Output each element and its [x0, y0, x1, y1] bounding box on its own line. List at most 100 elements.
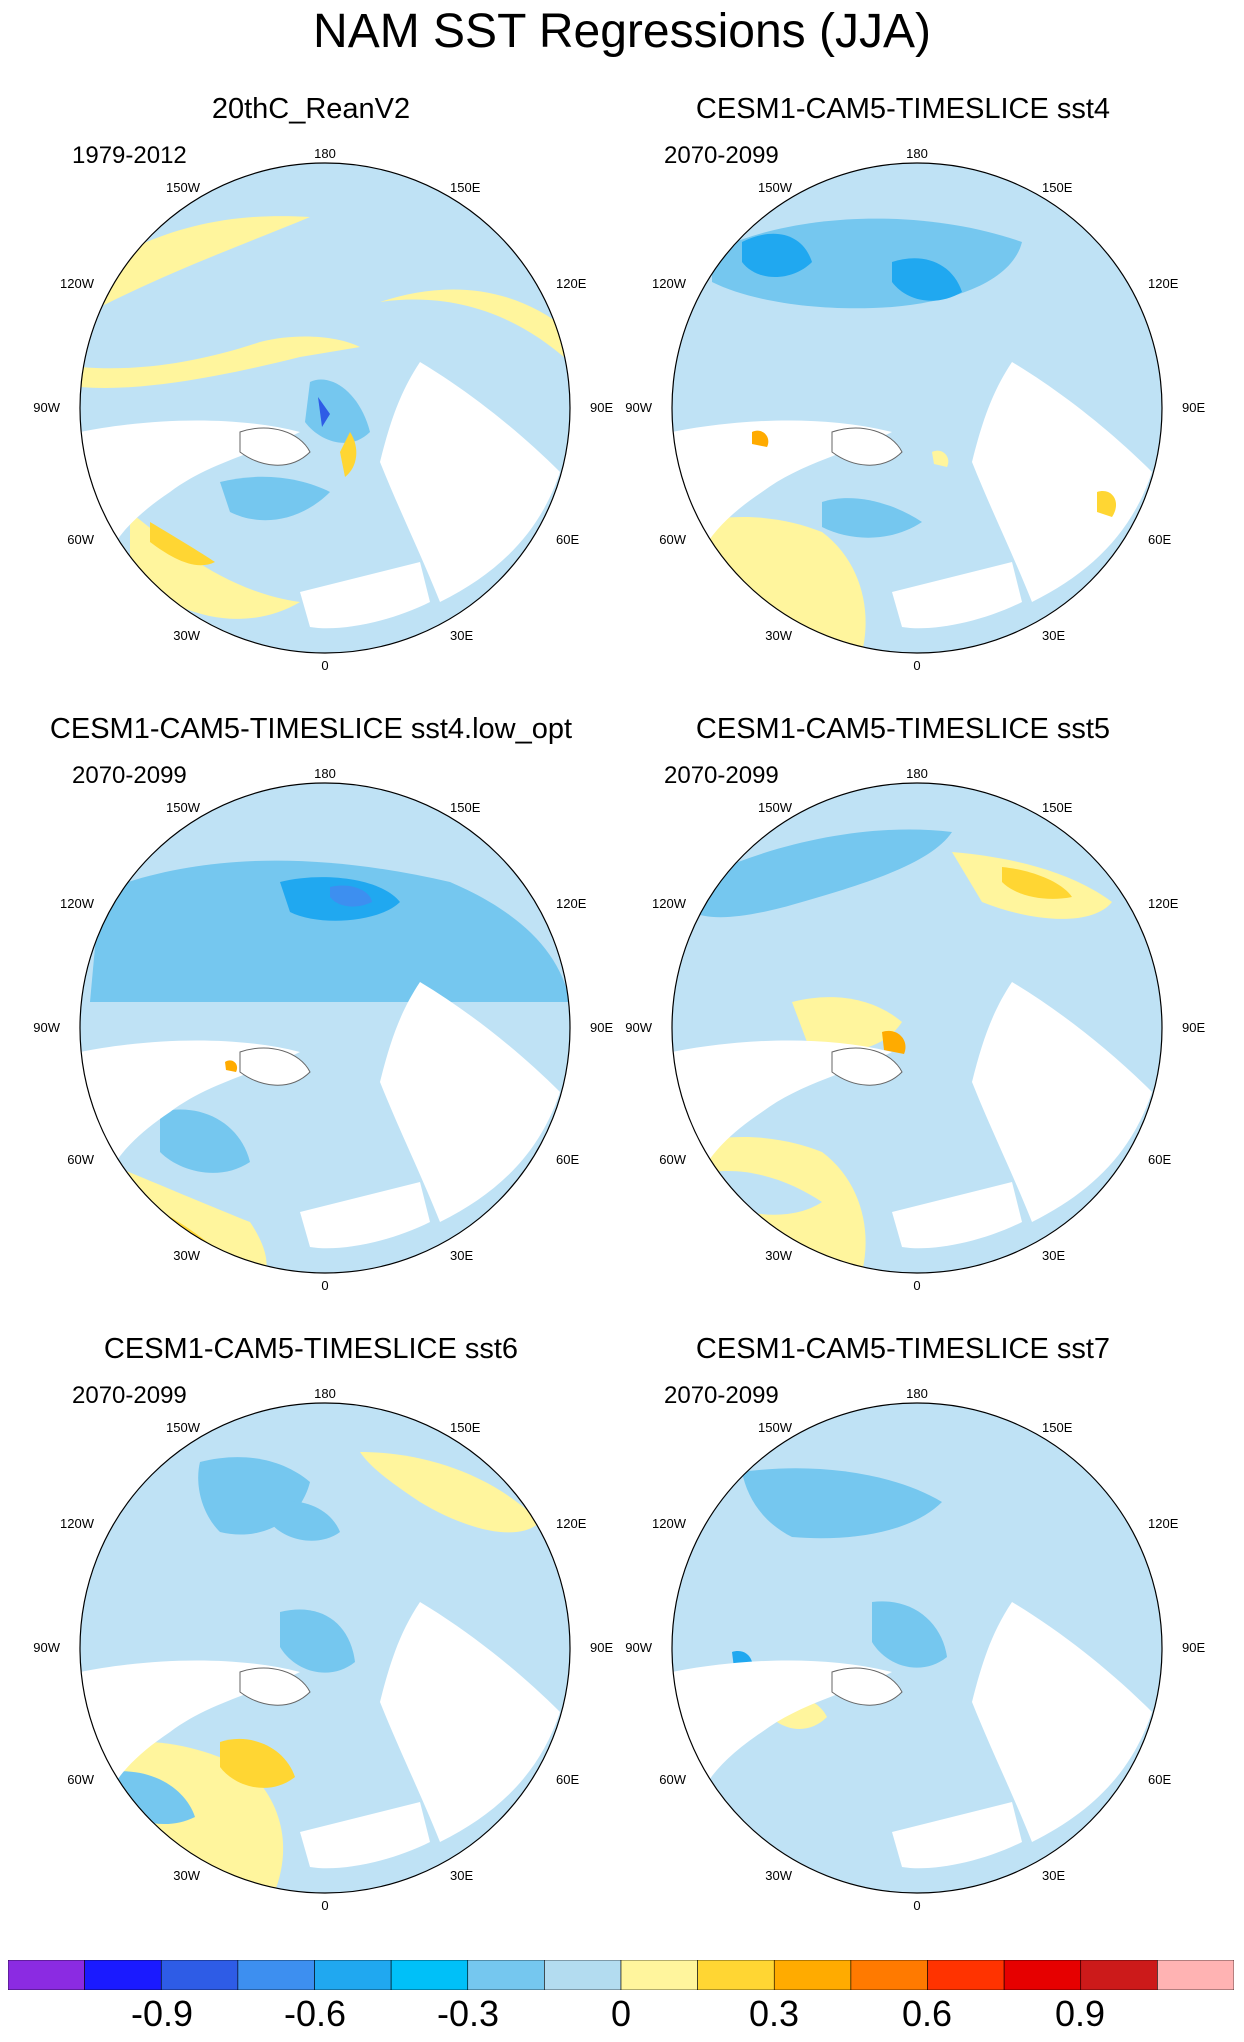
longitude-label: 150E: [450, 180, 481, 195]
longitude-label: 60W: [67, 532, 94, 547]
map-panel-sst4: CESM1-CAM5-TIMESLICE sst4 2070-2099 180 …: [592, 92, 1214, 712]
longitude-label: 90E: [590, 1640, 613, 1655]
longitude-label: 60W: [67, 1772, 94, 1787]
colorbar-swatch: [927, 1960, 1005, 1990]
colorbar-swatch: [544, 1960, 622, 1990]
map-panel-sst5: CESM1-CAM5-TIMESLICE sst5 2070-2099 180 …: [592, 712, 1214, 1332]
panel-title: CESM1-CAM5-TIMESLICE sst6: [103, 1333, 519, 1365]
longitude-label: 90E: [1182, 1640, 1205, 1655]
longitude-label: 180: [906, 766, 928, 781]
longitude-label: 30W: [173, 1868, 200, 1883]
colorbar-swatch: [1157, 1960, 1234, 1990]
polar-map: 180 150E 120E 90E 60E 30E 0 30W 60W 90W …: [625, 1386, 1205, 1913]
longitude-label: 0: [321, 1278, 328, 1293]
longitude-label: 150W: [166, 180, 201, 195]
longitude-label: 150W: [758, 800, 793, 815]
colorbar-swatch: [314, 1960, 392, 1990]
longitude-label: 30E: [1042, 1248, 1065, 1263]
longitude-label: 150E: [1042, 1420, 1073, 1435]
longitude-label: 30E: [1042, 1868, 1065, 1883]
longitude-label: 0: [913, 1898, 920, 1913]
longitude-label: 60E: [1148, 532, 1171, 547]
colorbar-swatch: [620, 1960, 698, 1990]
longitude-label: 180: [314, 146, 336, 161]
longitude-label: 0: [321, 658, 328, 673]
longitude-label: 120E: [556, 896, 587, 911]
colorbar-swatch: [237, 1960, 315, 1990]
panel-period: 2070-2099: [664, 142, 779, 169]
longitude-label: 0: [913, 1278, 920, 1293]
polar-map: 180 150E 120E 90E 60E 30E 0 30W 60W 90W …: [625, 766, 1205, 1293]
longitude-label: 180: [906, 1386, 928, 1401]
longitude-label: 90E: [1182, 1020, 1205, 1035]
map-panel-sst4-low-opt: CESM1-CAM5-TIMESLICE sst4.low_opt 2070-2…: [0, 712, 622, 1332]
colorbar-label: -0.6: [283, 1993, 347, 2034]
longitude-label: 90E: [590, 1020, 613, 1035]
longitude-label: 180: [314, 766, 336, 781]
panel-title: CESM1-CAM5-TIMESLICE sst4.low_opt: [49, 713, 573, 745]
panel-title: CESM1-CAM5-TIMESLICE sst4: [695, 93, 1111, 125]
colorbar-label: 0.3: [748, 1993, 800, 2034]
longitude-label: 0: [321, 1898, 328, 1913]
colorbar-swatch: [850, 1960, 928, 1990]
longitude-label: 60E: [556, 532, 579, 547]
longitude-label: 60W: [659, 532, 686, 547]
longitude-label: 30W: [765, 1248, 792, 1263]
panel-title: 20thC_ReanV2: [211, 93, 411, 125]
panel-period: 1979-2012: [72, 142, 187, 169]
map-panel-sst7: CESM1-CAM5-TIMESLICE sst7 2070-2099 180 …: [592, 1332, 1214, 1952]
longitude-label: 0: [913, 658, 920, 673]
longitude-label: 30W: [765, 1868, 792, 1883]
longitude-label: 120E: [1148, 276, 1179, 291]
longitude-label: 150E: [450, 1420, 481, 1435]
longitude-label: 60E: [556, 1152, 579, 1167]
colorbar-label: -0.3: [436, 1993, 500, 2034]
longitude-label: 30W: [173, 1248, 200, 1263]
figure-title: NAM SST Regressions (JJA): [313, 5, 931, 58]
colorbar-label: -0.9: [130, 1993, 194, 2034]
map-panel-sst6: CESM1-CAM5-TIMESLICE sst6 2070-2099 180 …: [0, 1332, 622, 1952]
map-panel-20thc-reanv2: 20thC_ReanV2 1979-2012 180 150E 120E 90E…: [0, 92, 622, 712]
panel-title: CESM1-CAM5-TIMESLICE sst5: [695, 713, 1111, 745]
colorbar-label: 0: [610, 1993, 632, 2034]
longitude-label: 90W: [33, 1640, 60, 1655]
longitude-label: 150W: [758, 180, 793, 195]
longitude-label: 90E: [1182, 400, 1205, 415]
longitude-label: 120W: [652, 896, 687, 911]
longitude-label: 90W: [625, 1640, 652, 1655]
colorbar-swatch: [697, 1960, 775, 1990]
polar-map: 180 150E 120E 90E 60E 30E 0 30W 60W 90W …: [33, 1386, 613, 1913]
longitude-label: 150W: [166, 1420, 201, 1435]
polar-map: 180 150E 120E 90E 60E 30E 0 30W 60W 90W …: [33, 766, 613, 1293]
longitude-label: 150W: [166, 800, 201, 815]
panel-period: 2070-2099: [664, 1382, 779, 1409]
longitude-label: 60E: [1148, 1772, 1171, 1787]
longitude-label: 120E: [556, 1516, 587, 1531]
longitude-label: 150E: [1042, 800, 1073, 815]
longitude-label: 180: [314, 1386, 336, 1401]
longitude-label: 30E: [450, 1868, 473, 1883]
longitude-label: 150E: [1042, 180, 1073, 195]
longitude-label: 30E: [450, 1248, 473, 1263]
colorbar-swatch: [773, 1960, 852, 1990]
longitude-label: 60E: [556, 1772, 579, 1787]
colorbar-swatch: [390, 1960, 469, 1990]
panel-period: 2070-2099: [72, 762, 187, 789]
panel-period: 2070-2099: [72, 1382, 187, 1409]
longitude-label: 90E: [590, 400, 613, 415]
longitude-label: 60W: [659, 1152, 686, 1167]
longitude-label: 120W: [60, 276, 95, 291]
longitude-label: 30E: [1042, 628, 1065, 643]
longitude-label: 120W: [652, 276, 687, 291]
longitude-label: 60W: [659, 1772, 686, 1787]
polar-map: 180 150E 120E 90E 60E 30E 0 30W 60W 90W …: [33, 146, 613, 673]
longitude-label: 90W: [625, 400, 652, 415]
colorbar-swatch: [8, 1960, 85, 1990]
colorbar: [8, 1960, 1234, 1990]
longitude-label: 120E: [1148, 1516, 1179, 1531]
polar-map: 180 150E 120E 90E 60E 30E 0 30W 60W 90W …: [625, 146, 1205, 673]
colorbar-label: 0.6: [901, 1993, 953, 2034]
panel-period: 2070-2099: [664, 762, 779, 789]
longitude-label: 120W: [652, 1516, 687, 1531]
longitude-label: 60E: [1148, 1152, 1171, 1167]
